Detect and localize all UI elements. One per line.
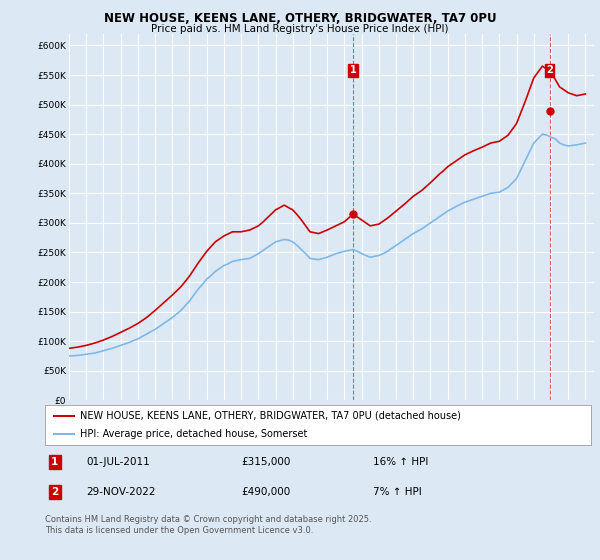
- Text: 1: 1: [51, 457, 58, 467]
- Text: NEW HOUSE, KEENS LANE, OTHERY, BRIDGWATER, TA7 0PU (detached house): NEW HOUSE, KEENS LANE, OTHERY, BRIDGWATE…: [80, 411, 461, 421]
- Text: 2: 2: [51, 487, 58, 497]
- Text: 1: 1: [350, 66, 356, 75]
- Text: 7% ↑ HPI: 7% ↑ HPI: [373, 487, 421, 497]
- Text: NEW HOUSE, KEENS LANE, OTHERY, BRIDGWATER, TA7 0PU: NEW HOUSE, KEENS LANE, OTHERY, BRIDGWATE…: [104, 12, 496, 25]
- Text: Price paid vs. HM Land Registry's House Price Index (HPI): Price paid vs. HM Land Registry's House …: [151, 24, 449, 34]
- Text: HPI: Average price, detached house, Somerset: HPI: Average price, detached house, Some…: [80, 430, 308, 439]
- Text: 01-JUL-2011: 01-JUL-2011: [86, 457, 150, 467]
- Text: 16% ↑ HPI: 16% ↑ HPI: [373, 457, 428, 467]
- Text: 29-NOV-2022: 29-NOV-2022: [86, 487, 155, 497]
- Text: Contains HM Land Registry data © Crown copyright and database right 2025.
This d: Contains HM Land Registry data © Crown c…: [45, 515, 371, 535]
- Text: £315,000: £315,000: [242, 457, 291, 467]
- Text: £490,000: £490,000: [242, 487, 291, 497]
- Text: 2: 2: [546, 66, 553, 75]
